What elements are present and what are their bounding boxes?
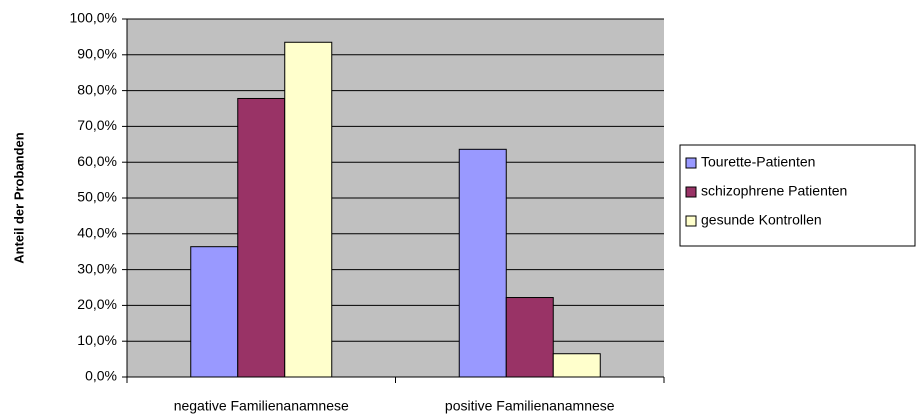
bar	[237, 97, 286, 378]
y-tick-label: 20,0%	[77, 296, 117, 312]
y-tick-label: 50,0%	[77, 189, 117, 205]
y-tick-label: 70,0%	[77, 117, 117, 133]
y-tick-label: 30,0%	[77, 260, 117, 276]
legend-swatch	[685, 157, 697, 169]
y-tick-label: 90,0%	[77, 46, 117, 62]
legend-label: schizophrene Patienten	[701, 183, 847, 199]
bar	[458, 148, 507, 378]
y-tick-label: 100,0%	[70, 10, 117, 26]
y-tick-label: 40,0%	[77, 225, 117, 241]
bar	[284, 41, 333, 378]
bar	[190, 246, 239, 378]
y-tick-label: 0,0%	[85, 368, 117, 384]
legend-label: gesunde Kontrollen	[701, 212, 822, 228]
x-tick-label: positive Familienanamnese	[445, 398, 615, 414]
y-axis-title: Anteil der Probanden	[11, 132, 26, 264]
x-tick-label: negative Familienanamnese	[174, 398, 349, 414]
bar	[552, 353, 601, 378]
legend-swatch	[685, 186, 697, 198]
y-tick-label: 80,0%	[77, 81, 117, 97]
y-tick-label: 60,0%	[77, 153, 117, 169]
bar	[505, 297, 554, 378]
legend-label: Tourette-Patienten	[701, 154, 815, 170]
legend-box	[679, 144, 916, 247]
legend-swatch	[685, 215, 697, 227]
y-tick-label: 10,0%	[77, 332, 117, 348]
